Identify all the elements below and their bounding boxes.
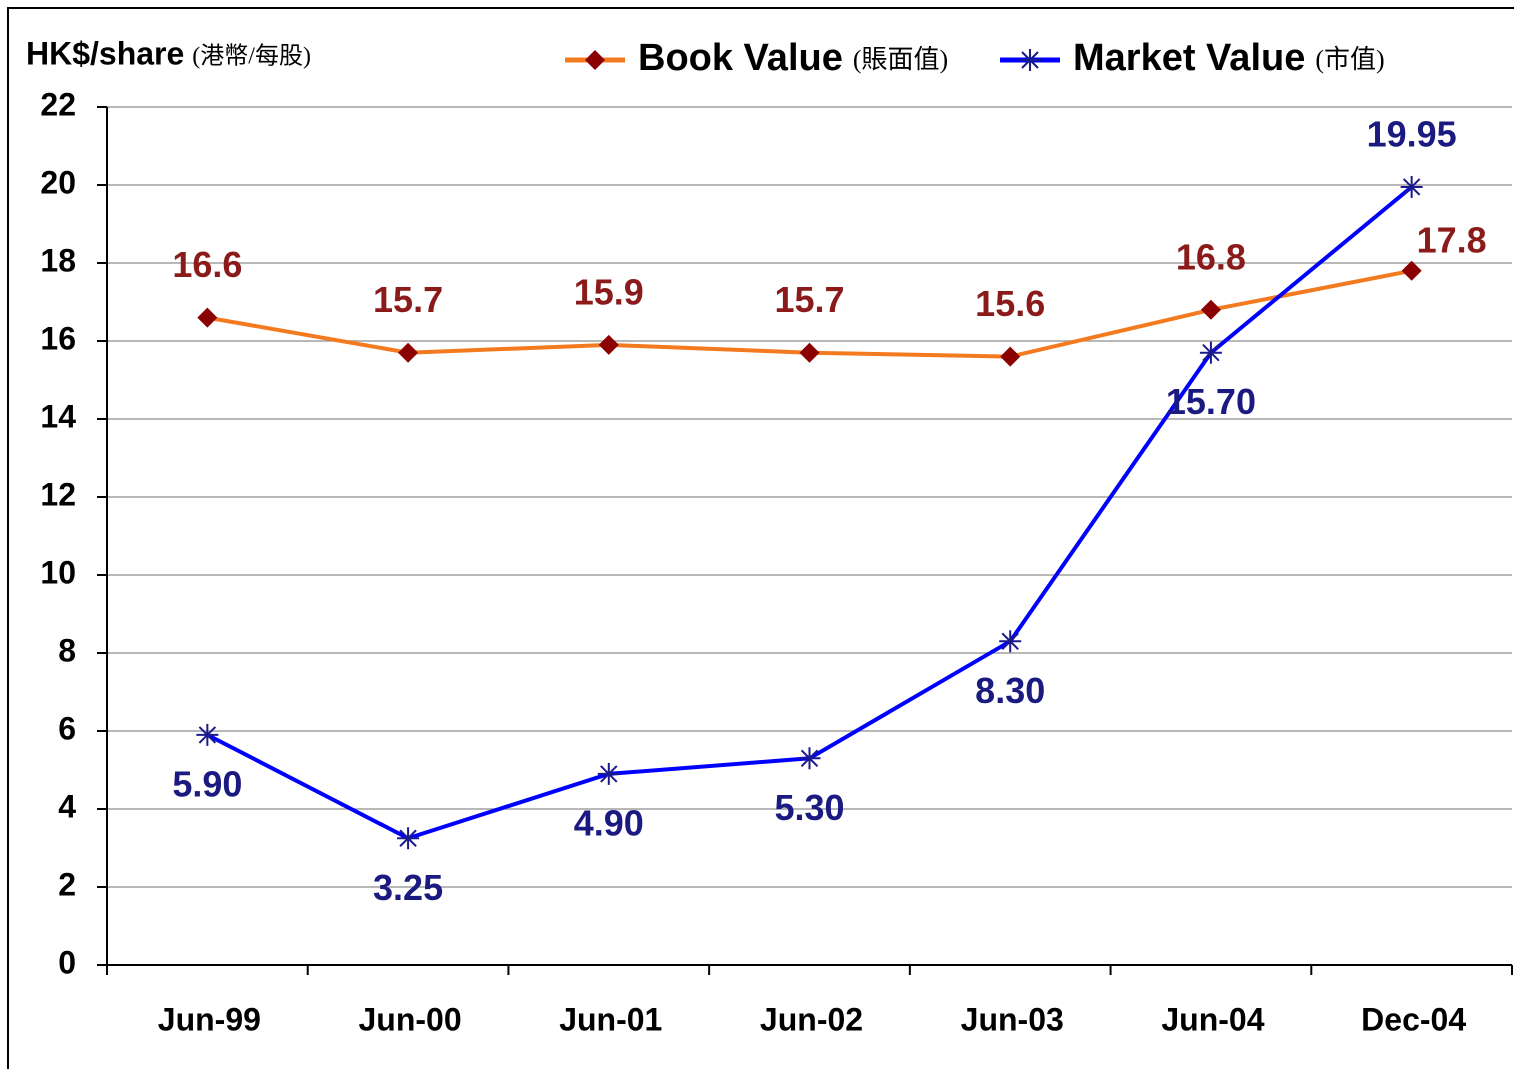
data-label: 15.7 <box>774 279 844 320</box>
y-tick-label: 12 <box>40 476 76 512</box>
marker <box>1019 49 1041 71</box>
data-label: 3.25 <box>373 867 443 908</box>
x-tick-label: Jun-99 <box>158 1001 261 1037</box>
data-label: 16.8 <box>1176 236 1246 277</box>
marker-stroke <box>198 726 217 744</box>
x-tick-label: Jun-00 <box>359 1001 462 1037</box>
marker <box>1000 346 1021 367</box>
marker <box>999 630 1022 653</box>
y-tick-label: 16 <box>40 320 76 356</box>
x-tick-label: Dec-04 <box>1361 1001 1466 1037</box>
chart-border <box>7 7 1514 1069</box>
legend-label: Market Value <box>1073 37 1305 79</box>
x-tick-label: Jun-02 <box>760 1001 863 1037</box>
marker <box>197 307 218 328</box>
marker <box>597 762 620 785</box>
marker-stroke <box>1021 51 1039 69</box>
marker <box>397 827 420 850</box>
y-axis-label: HK$/share <box>26 35 184 71</box>
y-tick-label: 4 <box>58 788 76 824</box>
marker <box>1199 341 1222 364</box>
x-tick-label: Jun-01 <box>559 1001 662 1037</box>
y-tick-label: 0 <box>58 944 76 980</box>
marker <box>1400 175 1423 198</box>
x-tick-label: Jun-04 <box>1161 1001 1264 1037</box>
marker <box>799 342 820 363</box>
data-label: 15.7 <box>373 279 443 320</box>
marker <box>196 723 219 746</box>
marker-stroke <box>1202 343 1220 362</box>
y-tick-label: 6 <box>58 710 76 746</box>
marker-stroke <box>600 765 618 783</box>
y-tick-label: 10 <box>40 554 76 590</box>
data-label: 17.8 <box>1417 219 1487 260</box>
data-label: 16.6 <box>172 244 242 285</box>
marker-stroke <box>1402 178 1421 196</box>
marker <box>798 747 821 770</box>
y-tick-label: 14 <box>40 398 76 434</box>
marker-stroke <box>399 829 417 847</box>
marker <box>398 342 419 363</box>
legend-label: Book Value <box>638 37 843 79</box>
marker <box>1401 260 1422 281</box>
y-tick-label: 2 <box>58 866 76 902</box>
y-tick-label: 8 <box>58 632 76 668</box>
y-tick-label: 18 <box>40 242 76 278</box>
legend-note: (賬面值) <box>853 45 948 74</box>
marker <box>585 50 605 70</box>
marker <box>598 334 619 355</box>
data-label: 19.95 <box>1367 113 1457 154</box>
y-tick-label: 20 <box>40 164 76 200</box>
marker-stroke <box>1001 632 1019 651</box>
data-label: 5.30 <box>774 787 844 828</box>
data-label: 15.70 <box>1166 381 1256 422</box>
y-tick-label: 22 <box>40 86 76 122</box>
legend-note: (市值) <box>1315 45 1384 74</box>
data-label: 15.9 <box>574 271 644 312</box>
x-tick-label: Jun-03 <box>961 1001 1064 1037</box>
y-axis-label-note: (港幣/每股) <box>192 43 311 70</box>
data-label: 5.90 <box>172 763 242 804</box>
data-label: 15.6 <box>975 283 1045 324</box>
data-label: 4.90 <box>574 802 644 843</box>
marker-stroke <box>800 749 819 768</box>
data-label: 8.30 <box>975 670 1045 711</box>
marker <box>1200 299 1221 320</box>
